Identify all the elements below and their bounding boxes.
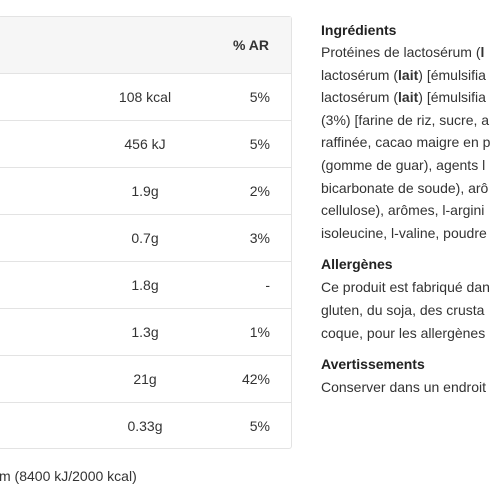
allergen-highlight: l: [480, 44, 485, 60]
allergens-heading: Allergènes: [321, 256, 393, 273]
nutrient-ar: -: [265, 277, 270, 293]
ingredients-line: bicarbonate de soude), arô: [321, 179, 489, 196]
nutrient-value: 21g: [133, 371, 157, 387]
nutrient-value: 0.33g: [127, 418, 163, 434]
nutrient-value: 1.9g: [131, 183, 159, 199]
nutrient-ar: 5%: [249, 136, 270, 152]
ingredients-line: lactosérum (lait) [émulsifia: [321, 89, 486, 106]
table-row: 456 kJ 5%: [0, 121, 291, 168]
ingredients-line: Protéines de lactosérum (l: [321, 44, 485, 60]
allergens-line: Ce produit est fabriqué dan: [321, 279, 490, 296]
ar-column-header: % AR: [232, 37, 269, 53]
nutrition-table: % AR 108 kcal 5% 456 kJ 5% 1.9g 2% 0.7g …: [0, 16, 292, 449]
table-row: 108 kcal 5%: [0, 74, 291, 121]
reference-intake-footnote: m (8400 kJ/2000 kcal): [0, 468, 137, 484]
nutrient-value: 1.3g: [131, 324, 159, 340]
table-row: 0.33g 5%: [0, 403, 291, 448]
ingredients-line: raffinée, cacao maigre en p: [321, 134, 491, 151]
ingredients-line: (3%) [farine de riz, sucre, a: [321, 111, 490, 128]
table-row: 1.9g 2%: [0, 168, 291, 215]
nutrient-ar: 1%: [249, 324, 270, 340]
ingredients-line: isoleucine, l-valine, poudre: [321, 224, 487, 241]
warnings-text: Conserver dans un endroit: [321, 376, 500, 399]
allergen-highlight: lait: [398, 66, 419, 83]
allergens-text: Ce produit est fabriqué dan gluten, du s…: [321, 276, 500, 344]
nutrition-table-header: % AR: [0, 17, 291, 74]
product-details: Ingrédients Protéines de lactosérum (l l…: [321, 20, 500, 409]
nutrient-ar: 5%: [249, 89, 270, 105]
ingredients-line: cellulose), arômes, l-argini: [321, 202, 485, 219]
nutrient-ar: 2%: [249, 183, 270, 199]
nutrient-value: 108 kcal: [118, 89, 172, 105]
allergens-line: gluten, du soja, des crusta: [321, 301, 485, 318]
table-row: 0.7g 3%: [0, 215, 291, 262]
nutrient-ar: 3%: [249, 230, 270, 246]
warnings-line: Conserver dans un endroit: [321, 379, 486, 396]
nutrient-ar: 5%: [249, 418, 270, 434]
nutrient-value: 1.8g: [131, 277, 159, 293]
table-row: 1.3g 1%: [0, 309, 291, 356]
nutrient-value: 0.7g: [131, 230, 159, 246]
ingredients-line: lactosérum (lait) [émulsifia: [321, 66, 486, 83]
nutrient-ar: 42%: [241, 371, 270, 387]
allergen-highlight: lait: [398, 89, 419, 106]
ingredients-heading: Ingrédients: [321, 22, 397, 38]
warnings-heading: Avertissements: [321, 356, 425, 373]
table-row: 21g 42%: [0, 356, 291, 403]
ingredients-text: Protéines de lactosérum (l lactosérum (l…: [321, 41, 500, 244]
nutrient-value: 456 kJ: [124, 136, 166, 152]
ingredients-line: (gomme de guar), agents l: [321, 156, 486, 173]
allergens-line: coque, pour les allergènes: [321, 324, 486, 341]
table-row: 1.8g -: [0, 262, 291, 309]
